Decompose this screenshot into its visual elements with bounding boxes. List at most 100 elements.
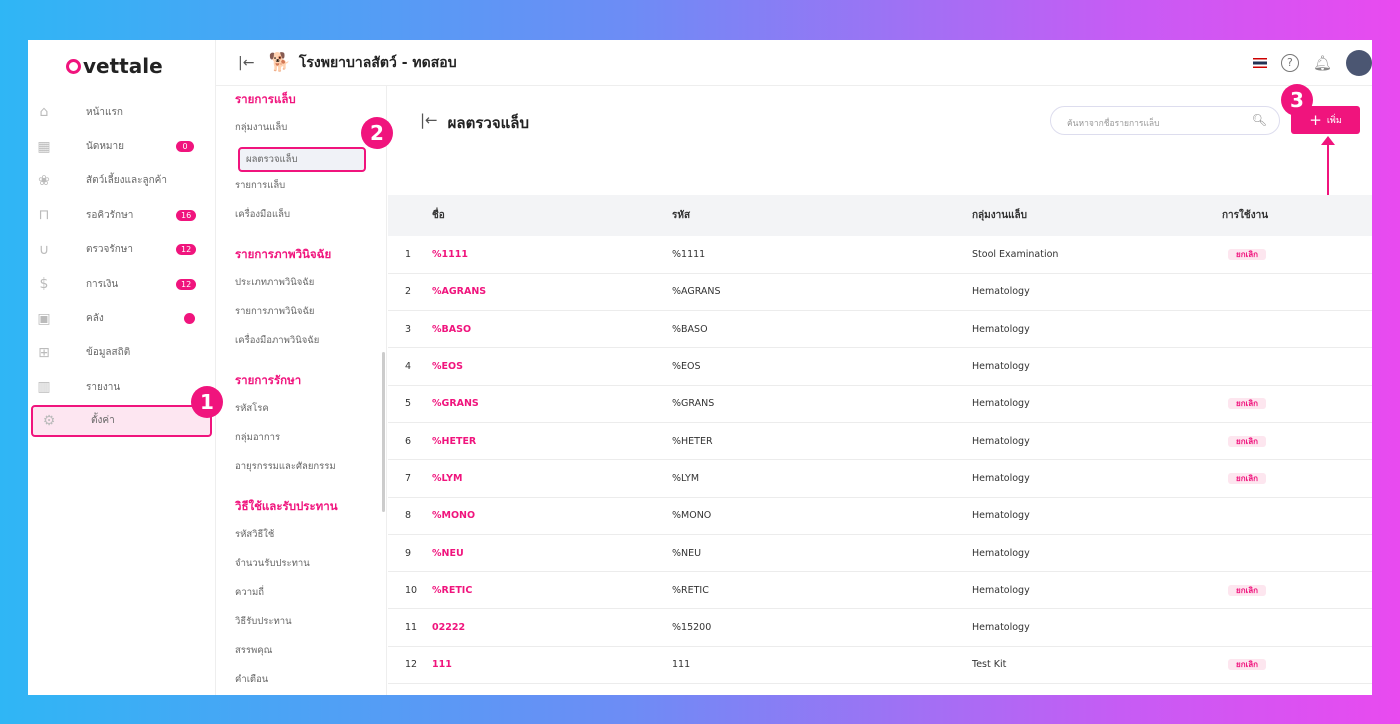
settings-submenu: รายการแล็บ กลุ่มงานแล็บ ผลตรวจแล็บ รายการแล… (216, 86, 387, 695)
submenu-item[interactable]: เครื่องมือภาพวินิจฉัย (235, 335, 320, 346)
submenu-item[interactable]: รายการแล็บ (235, 180, 286, 191)
help-icon[interactable]: ? (1280, 54, 1299, 72)
home-icon: ⌂ (39, 104, 49, 121)
submenu-item[interactable]: ความถี่ (235, 587, 265, 598)
table-row[interactable]: 1 %1111 %1111 Stool Examination ยกเลิก (388, 236, 1372, 274)
arrow-annotation (1321, 136, 1335, 198)
table-row[interactable]: 6 %HETER %HETER Hematology ยกเลิก (388, 422, 1372, 461)
heart-icon (66, 58, 81, 74)
paw-icon: ❀ (38, 172, 50, 189)
submenu-item[interactable]: ประเภทภาพวินิจฉัย (235, 277, 315, 288)
gear-icon: ⚙ (42, 412, 56, 429)
sidebar-item[interactable]: ▥ รายงาน (37, 379, 121, 396)
table-row[interactable]: 10 %RETIC %RETIC Hematology ยกเลิก (388, 571, 1372, 610)
lab-name-link[interactable]: %LYM (432, 459, 672, 498)
callout-3: 3 (1281, 84, 1313, 116)
submenu-item[interactable]: คำเตือน (235, 674, 269, 685)
grid-icon: ⊞ (38, 344, 50, 361)
status-badge: ยกเลิก (1228, 435, 1267, 447)
collapse-sidebar-icon[interactable]: |← (238, 54, 255, 71)
count-badge: 12 (176, 244, 197, 256)
sidebar-item[interactable]: ∪ ตรวจรักษา 12 (28, 233, 216, 267)
submenu-heading: วิธีใช้และรับประทาน (235, 499, 338, 513)
lab-name-link[interactable]: %GRANS (432, 385, 672, 423)
submenu-item[interactable]: รหัสวิธีใช้ (235, 529, 275, 540)
main-content: |← ผลตรวจแล็บ ค้นหาจากชื่อรายการแล็บ 🔍︎ + เ… (388, 86, 1372, 695)
money-icon: $ (39, 276, 49, 293)
lab-name-link[interactable]: %BASO (432, 310, 672, 349)
lab-name-link[interactable]: %MONO (432, 497, 672, 535)
submenu-item[interactable]: กลุ่มอาการ (235, 432, 281, 443)
submenu-scrollbar[interactable] (382, 352, 385, 512)
search-icon[interactable]: 🔍︎ (1251, 113, 1267, 127)
submenu-heading: รายการภาพวินิจฉัย (235, 247, 332, 261)
submenu-item[interactable]: ผลตรวจแล็บ (238, 147, 366, 172)
lab-name-link[interactable]: 111 (432, 646, 672, 685)
lab-name-link[interactable]: %1111 (432, 236, 672, 274)
table-row[interactable]: 4 %EOS %EOS Hematology (388, 347, 1372, 386)
sidebar: vettale ⌂ หน้าแรก ▦ นัดหมาย 0 ❀ สัตว์เลี้ยงและ… (28, 40, 216, 695)
lab-name-link[interactable]: %RETIC (432, 571, 672, 610)
count-badge: 12 (176, 278, 197, 290)
table-row[interactable]: 8 %MONO %MONO Hematology (388, 497, 1372, 535)
status-badge: ยกเลิก (1228, 472, 1267, 484)
col-code: รหัส (672, 195, 972, 236)
col-usage: การใช้งาน (1222, 195, 1372, 236)
submenu-item[interactable]: อายุรกรรมและศัลยกรรม (235, 461, 336, 472)
table-row[interactable]: 9 %NEU %NEU Hematology (388, 534, 1372, 573)
sidebar-item[interactable]: ⊞ ข้อมูลสถิติ (28, 336, 216, 370)
status-badge: ยกเลิก (1228, 659, 1267, 671)
submenu-item[interactable]: เครื่องมือแล็บ (235, 209, 290, 220)
avatar[interactable] (1346, 50, 1372, 76)
table-row[interactable]: 11 02222 %15200 Hematology (388, 608, 1372, 647)
table-row[interactable]: 3 %BASO %BASO Hematology (388, 310, 1372, 349)
box-icon: ▣ (37, 310, 51, 327)
submenu-item[interactable]: วิธีรับประทาน (235, 616, 292, 627)
count-badge: 16 (176, 209, 197, 221)
lab-results-table: ชื่อ รหัส กลุ่มงานแล็บ การใช้งาน 1 %1111… (388, 195, 1372, 695)
sidebar-item[interactable]: ▣ คลัง (28, 301, 216, 335)
submenu-item[interactable]: รหัสโรค (235, 403, 269, 414)
submenu-item[interactable]: กลุ่มงานแล็บ (235, 122, 288, 133)
col-group: กลุ่มงานแล็บ (972, 195, 1222, 236)
calendar-icon: ▦ (37, 138, 51, 155)
header: |← 🐕 โรงพยาบาลสัตว์ - ทดสอบ ? 🔔︎ (216, 40, 1372, 86)
stethoscope-icon: ∪ (38, 241, 50, 258)
sidebar-item[interactable]: ⊓ รอคิวรักษา 16 (28, 198, 216, 232)
table-row[interactable]: 12 111 111 Test Kit ยกเลิก (388, 646, 1372, 685)
callout-1: 1 (191, 386, 223, 418)
dog-logo-icon: 🐕 (268, 52, 291, 73)
sidebar-item[interactable]: ⌂ หน้าแรก (28, 95, 216, 129)
submenu-item[interactable]: รายการภาพวินิจฉัย (235, 306, 315, 317)
lab-name-link[interactable]: %NEU (432, 534, 672, 573)
status-badge: ยกเลิก (1228, 584, 1267, 596)
chart-icon: ▥ (37, 379, 51, 396)
table-row[interactable]: 5 %GRANS %GRANS Hematology ยกเลิก (388, 385, 1372, 423)
lab-name-link[interactable]: %HETER (432, 422, 672, 461)
search-input[interactable]: ค้นหาจากชื่อรายการแล็บ 🔍︎ (1050, 106, 1280, 135)
submenu-item[interactable]: สรรพคุณ (235, 645, 273, 656)
lab-name-link[interactable]: 02222 (432, 608, 672, 647)
bell-icon[interactable]: 🔔︎ (1312, 54, 1332, 72)
logo: vettale (66, 54, 163, 78)
lab-name-link[interactable]: %AGRANS (432, 273, 672, 312)
sidebar-item[interactable]: ❀ สัตว์เลี้ยงและลูกค้า (28, 164, 216, 198)
status-badge: ยกเลิก (1228, 248, 1267, 260)
thai-flag-icon[interactable] (1252, 58, 1267, 68)
table-row[interactable]: 7 %LYM %LYM Hematology ยกเลิก (388, 459, 1372, 498)
hospital-title: โรงพยาบาลสัตว์ - ทดสอบ (298, 54, 457, 71)
col-name: ชื่อ (432, 195, 672, 236)
lab-name-link[interactable]: %EOS (432, 347, 672, 386)
table-row[interactable]: 2 %AGRANS %AGRANS Hematology (388, 273, 1372, 312)
submenu-heading: รายการรักษา (235, 373, 302, 387)
sidebar-item[interactable]: ⚙ ตั้งค่า (31, 404, 212, 437)
sidebar-item[interactable]: ▦ นัดหมาย 0 (28, 129, 216, 163)
count-badge: 0 (176, 141, 194, 153)
sofa-icon: ⊓ (38, 207, 50, 224)
submenu-item[interactable]: จำนวนรับประทาน (235, 558, 310, 569)
submenu-heading: รายการแล็บ (235, 92, 296, 106)
sidebar-item[interactable]: $ การเงิน 12 (28, 267, 216, 301)
back-icon[interactable]: |← (420, 111, 438, 129)
